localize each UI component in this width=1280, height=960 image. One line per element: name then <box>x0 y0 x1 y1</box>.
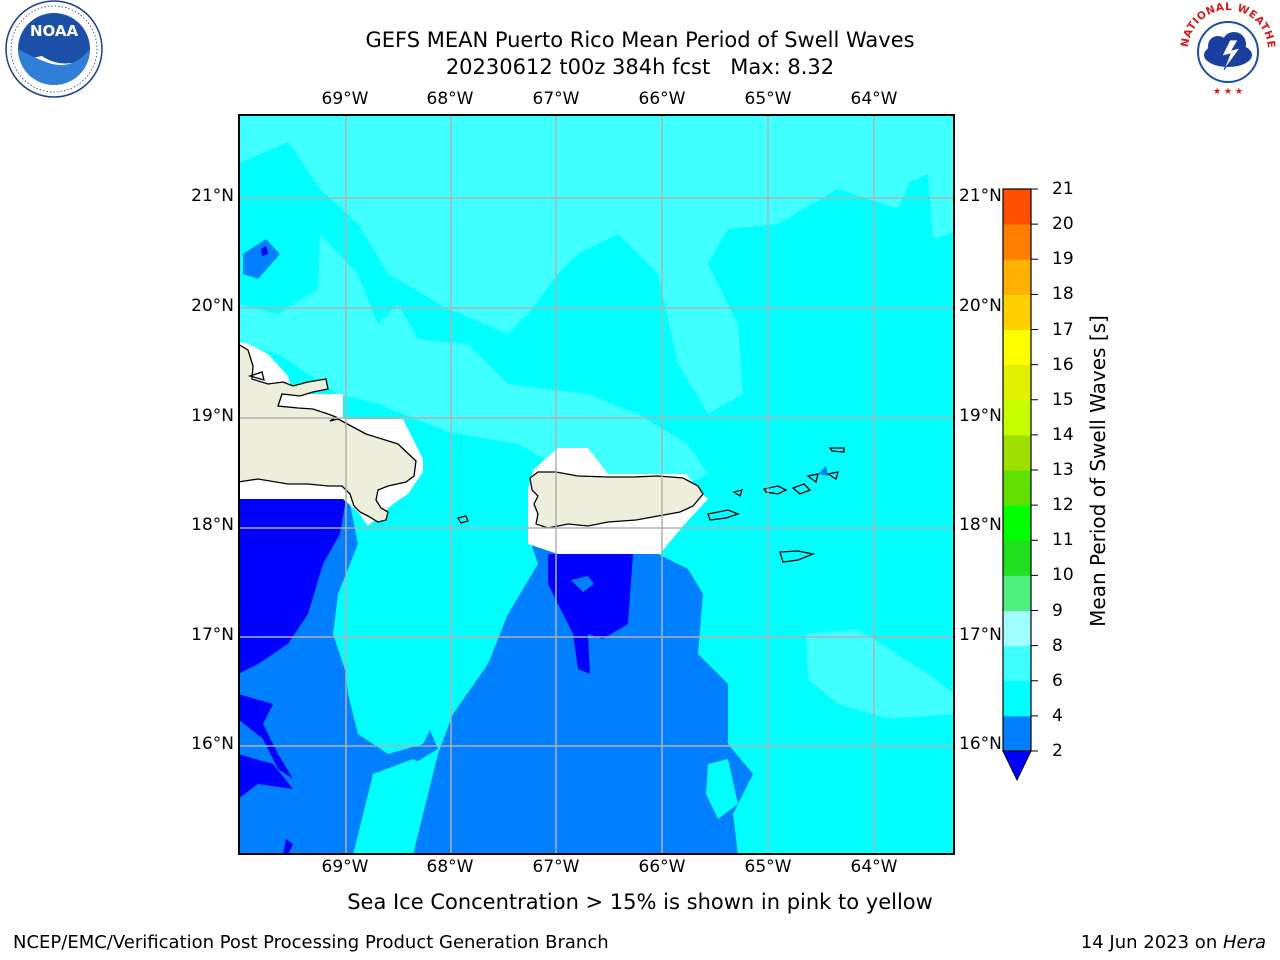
lat-tick-right: 20°N <box>959 296 1002 316</box>
sea-ice-note: Sea Ice Concentration > 15% is shown in … <box>347 890 933 914</box>
colorbar-segment <box>1003 329 1031 366</box>
lon-tick-top: 69°W <box>321 89 369 109</box>
swell-field-below-2 <box>238 246 633 855</box>
lat-tick-left: 17°N <box>191 625 234 645</box>
lon-tick-top: 66°W <box>638 89 686 109</box>
lon-tick-bottom: 69°W <box>321 857 369 877</box>
lon-tick-top: 65°W <box>744 89 792 109</box>
lat-tick-right: 21°N <box>959 186 1002 206</box>
land-masses <box>238 343 704 529</box>
colorbar <box>1002 188 1038 782</box>
colorbar-tick-label: 8 <box>1052 635 1063 656</box>
map-panel <box>238 114 955 855</box>
colorbar-tick-label: 14 <box>1052 424 1074 445</box>
swell-field-6-8 <box>238 114 955 814</box>
colorbar-tick-label: 15 <box>1052 389 1074 410</box>
lat-tick-right: 18°N <box>959 515 1002 535</box>
colorbar-tick-label: 6 <box>1052 670 1063 691</box>
colorbar-tick-label: 16 <box>1052 354 1074 375</box>
lat-tick-right: 16°N <box>959 734 1002 754</box>
swell-pocket-south-pr <box>571 576 594 592</box>
colorbar-segment <box>1003 434 1031 471</box>
lon-tick-bottom: 67°W <box>532 857 580 877</box>
puerto-rico-landmass <box>529 471 704 529</box>
colorbar-segment <box>1003 470 1031 506</box>
colorbar-segment <box>1003 224 1031 260</box>
svg-text:★ ★ ★: ★ ★ ★ <box>1213 87 1243 97</box>
colorbar-label: Mean Period of Swell Waves [s] <box>1086 315 1110 627</box>
colorbar-tick-label: 17 <box>1052 319 1074 340</box>
lon-tick-top: 68°W <box>426 89 474 109</box>
colorbar-extend-triangle <box>1002 750 1032 782</box>
lon-tick-bottom: 65°W <box>744 857 792 877</box>
colorbar-segment <box>1003 715 1031 752</box>
map-frame <box>238 114 955 855</box>
footer-credit: NCEP/EMC/Verification Post Processing Pr… <box>13 932 609 953</box>
lat-tick-left: 18°N <box>191 515 234 535</box>
map-gridlines <box>238 114 955 855</box>
chart-title: GEFS MEAN Puerto Rico Mean Period of Swe… <box>365 28 915 52</box>
lat-tick-left: 20°N <box>191 296 234 316</box>
colorbar-segment <box>1003 610 1031 647</box>
lat-tick-left: 16°N <box>191 734 234 754</box>
lat-tick-right: 19°N <box>959 406 1002 426</box>
lat-tick-left: 21°N <box>191 186 234 206</box>
colorbar-segment <box>1003 575 1031 611</box>
colorbar-segment <box>1003 189 1031 225</box>
noaa-logo: NOAA <box>5 0 103 98</box>
chart-subtitle: 20230612 t00z 384h fcst Max: 8.32 <box>445 55 835 79</box>
colorbar-tick-labels: 2 4 6 8 9 10 11 12 13 14 15 16 17 18 19 20 21 <box>1052 0 1092 800</box>
colorbar-tick-label: 2 <box>1052 741 1063 761</box>
colorbar-segment <box>1003 540 1031 576</box>
colorbar-segment <box>1003 399 1031 436</box>
colorbar-segment <box>1003 294 1031 330</box>
colorbar-segment <box>1003 364 1031 401</box>
lat-tick-right: 17°N <box>959 625 1002 645</box>
footer-host: Hera <box>1222 932 1266 953</box>
lon-tick-bottom: 66°W <box>638 857 686 877</box>
colorbar-segment <box>1003 680 1031 717</box>
lon-tick-top: 67°W <box>532 89 580 109</box>
colorbar-tick-label: 19 <box>1052 249 1074 270</box>
colorbar-segment <box>1003 645 1031 682</box>
colorbar-tick-label: 4 <box>1052 705 1063 726</box>
colorbar-tick-label: 9 <box>1052 600 1063 621</box>
swell-pockets-4-6 <box>343 634 738 855</box>
colorbar-segment <box>1003 259 1031 295</box>
small-islands <box>247 371 845 563</box>
footer-timestamp: 14 Jun 2023 on Hera <box>1081 932 1266 953</box>
lon-tick-top: 64°W <box>850 89 898 109</box>
hispaniola-landmass <box>238 343 417 523</box>
colorbar-tick-label: 11 <box>1052 530 1074 551</box>
colorbar-segment <box>1003 505 1031 541</box>
lon-tick-bottom: 64°W <box>850 857 898 877</box>
noaa-logo-text: NOAA <box>30 22 79 40</box>
colorbar-tick-label: 12 <box>1052 495 1074 516</box>
lon-tick-bottom: 68°W <box>426 857 474 877</box>
colorbar-tick-label: 13 <box>1052 460 1074 480</box>
colorbar-tick-label: 21 <box>1052 179 1074 199</box>
colorbar-tick-label: 10 <box>1052 565 1074 586</box>
nws-logo: NATIONAL WEATHER SERVICE ★ ★ ★ <box>1178 0 1276 97</box>
colorbar-tick-label: 18 <box>1052 284 1074 305</box>
footer-date: 14 Jun 2023 on <box>1080 932 1223 953</box>
lat-tick-left: 19°N <box>191 406 234 426</box>
colorbar-tick-label: 20 <box>1052 214 1074 235</box>
